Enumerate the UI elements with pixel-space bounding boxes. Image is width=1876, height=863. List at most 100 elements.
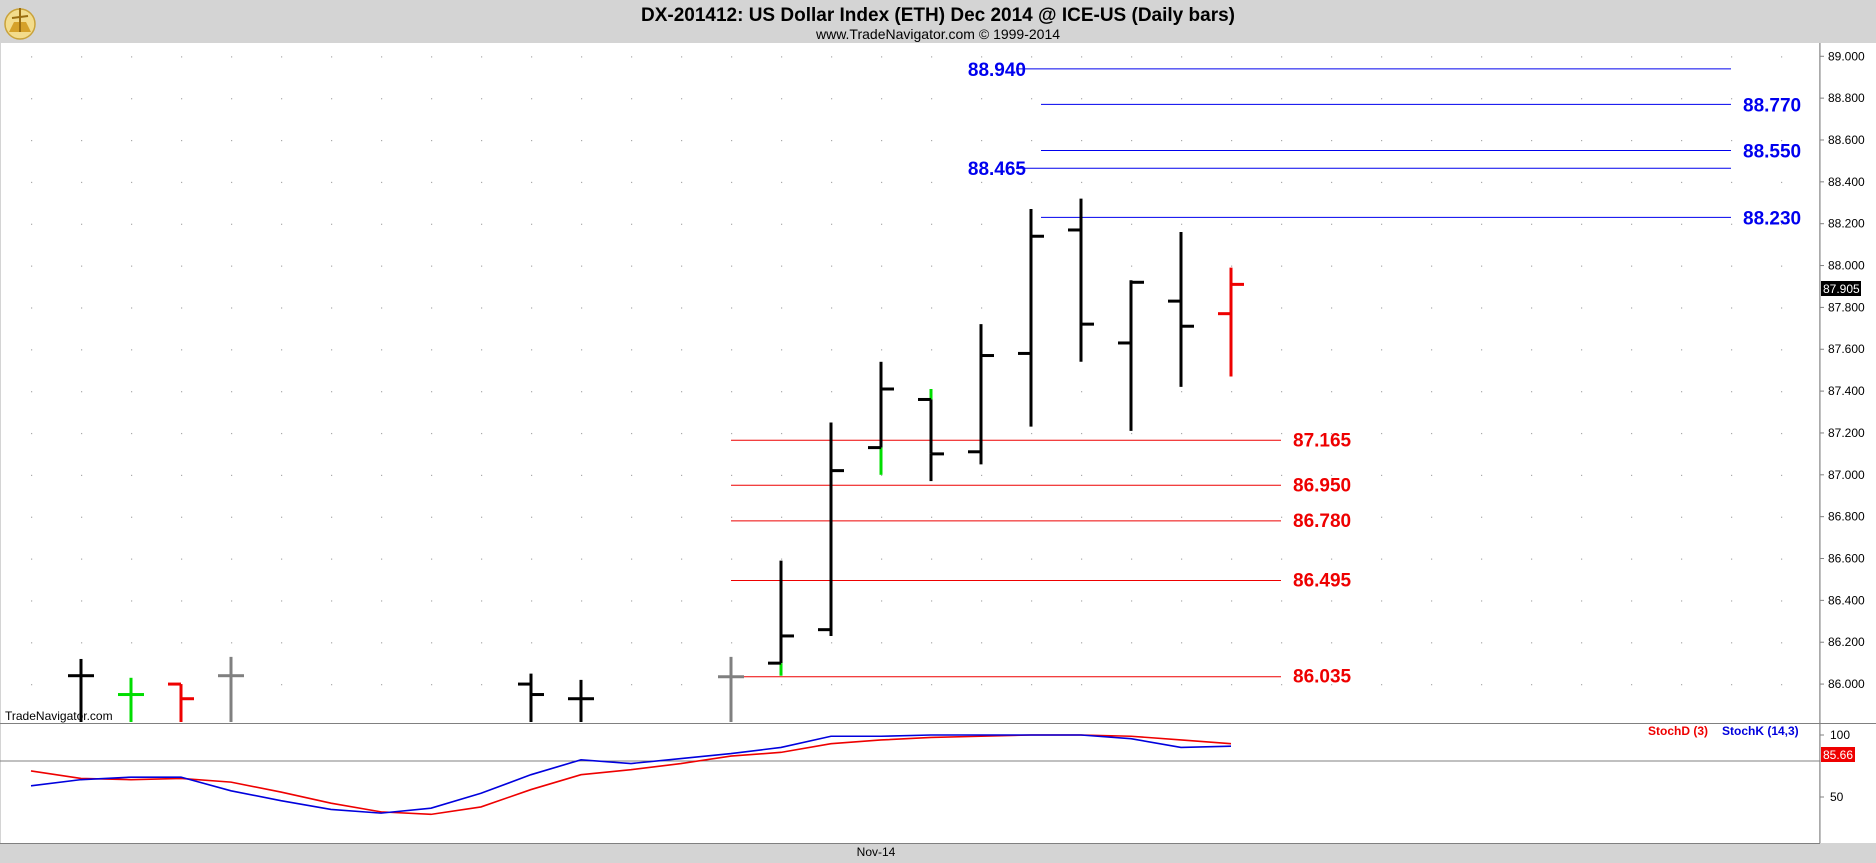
resistance-label: 88.230 xyxy=(1743,208,1801,229)
grid-dot xyxy=(1731,684,1733,686)
grid-dot xyxy=(181,516,183,518)
grid-dot xyxy=(81,139,83,142)
grid-dot xyxy=(1731,265,1733,267)
grid-dot xyxy=(681,56,683,58)
grid-dot xyxy=(481,600,483,602)
grid-dot xyxy=(931,516,933,518)
grid-dot xyxy=(131,98,133,100)
grid-dot xyxy=(1631,181,1633,184)
grid-dot xyxy=(1431,349,1433,351)
grid-dot xyxy=(831,181,833,184)
grid-dot xyxy=(231,474,233,477)
legend-stochd: StochD (3) xyxy=(1648,724,1708,738)
grid-dot xyxy=(781,307,783,309)
grid-dot xyxy=(1781,474,1783,477)
grid-dot xyxy=(1581,349,1583,351)
grid-dot xyxy=(1031,642,1033,644)
grid-dot xyxy=(281,474,283,477)
grid-dot xyxy=(1531,181,1533,184)
grid-dot xyxy=(681,265,683,267)
grid-dot xyxy=(681,349,683,351)
grid-dot xyxy=(1631,391,1633,393)
support-label: 86.035 xyxy=(1293,667,1352,688)
grid-dot xyxy=(481,56,483,58)
grid-dot xyxy=(481,265,483,267)
grid-dot xyxy=(831,307,833,309)
grid-dot xyxy=(1581,181,1583,184)
grid-dot xyxy=(1081,98,1083,100)
grid-dot xyxy=(1381,349,1383,351)
grid-dot xyxy=(731,349,733,351)
grid-dot xyxy=(1181,642,1183,644)
grid-dot xyxy=(1331,307,1333,309)
grid-dot xyxy=(1331,98,1333,100)
grid-dot xyxy=(431,642,433,644)
price-tick-label: 86.000 xyxy=(1828,677,1865,691)
grid-dot xyxy=(1781,307,1783,309)
grid-dot xyxy=(481,139,483,142)
grid-dot xyxy=(681,558,683,560)
grid-dot xyxy=(231,223,233,225)
grid-dot xyxy=(981,516,983,518)
grid-dot xyxy=(531,139,533,142)
grid-dot xyxy=(1131,600,1133,602)
grid-dot xyxy=(1181,684,1183,686)
indicator-axis-ticks: 100 50 xyxy=(1820,728,1850,804)
grid-dot xyxy=(331,642,333,644)
grid-dot xyxy=(1631,642,1633,644)
grid-dot xyxy=(1381,432,1383,435)
grid-dot xyxy=(531,98,533,100)
grid-dot xyxy=(1731,558,1733,560)
grid-dot xyxy=(1481,432,1483,435)
grid-dot xyxy=(81,349,83,351)
grid-dot xyxy=(381,307,383,309)
grid-dot xyxy=(1381,600,1383,602)
grid-dot xyxy=(1181,474,1183,477)
grid-dot xyxy=(1781,223,1783,225)
grid-dot xyxy=(31,349,33,351)
grid-dot xyxy=(1181,600,1183,602)
grid-dot xyxy=(1781,558,1783,560)
grid-dot xyxy=(1781,181,1783,184)
grid-dot xyxy=(831,223,833,225)
grid-dot xyxy=(281,684,283,686)
grid-dot xyxy=(1631,349,1633,351)
grid-dot xyxy=(431,349,433,351)
grid-dot xyxy=(81,391,83,393)
grid-dot xyxy=(1531,391,1533,393)
grid-dot xyxy=(181,223,183,225)
grid-dot xyxy=(1681,600,1683,602)
grid-dot xyxy=(1381,139,1383,142)
grid-dot xyxy=(1581,391,1583,393)
grid-dot xyxy=(1531,432,1533,435)
grid-dot xyxy=(1181,432,1183,435)
grid-dot xyxy=(481,642,483,644)
grid-dot xyxy=(1531,98,1533,100)
stoch-badge-text: 85.66 xyxy=(1823,748,1853,762)
resistance-label: 88.940 xyxy=(968,60,1026,81)
grid-dot xyxy=(331,349,333,351)
grid-dot xyxy=(1031,474,1033,477)
grid-dot xyxy=(631,181,633,184)
grid-dot xyxy=(531,349,533,351)
grid-dot xyxy=(1781,265,1783,267)
grid-dot xyxy=(31,600,33,602)
grid-dot xyxy=(581,307,583,309)
grid-dot xyxy=(1181,558,1183,560)
grid-dot xyxy=(531,558,533,560)
grid-dot xyxy=(731,265,733,267)
grid-dot xyxy=(781,139,783,142)
grid-dot xyxy=(81,516,83,518)
grid-dot xyxy=(681,391,683,393)
grid-dot xyxy=(881,265,883,267)
grid-dot xyxy=(81,98,83,100)
grid-dot xyxy=(1381,474,1383,477)
grid-dot xyxy=(1431,265,1433,267)
grid-dot xyxy=(131,307,133,309)
price-tick-label: 89.000 xyxy=(1828,49,1865,63)
grid-dot xyxy=(31,56,33,58)
grid-dot xyxy=(281,349,283,351)
resistance-label: 88.550 xyxy=(1743,141,1801,162)
grid-dot xyxy=(381,181,383,184)
grid-dot xyxy=(531,223,533,225)
